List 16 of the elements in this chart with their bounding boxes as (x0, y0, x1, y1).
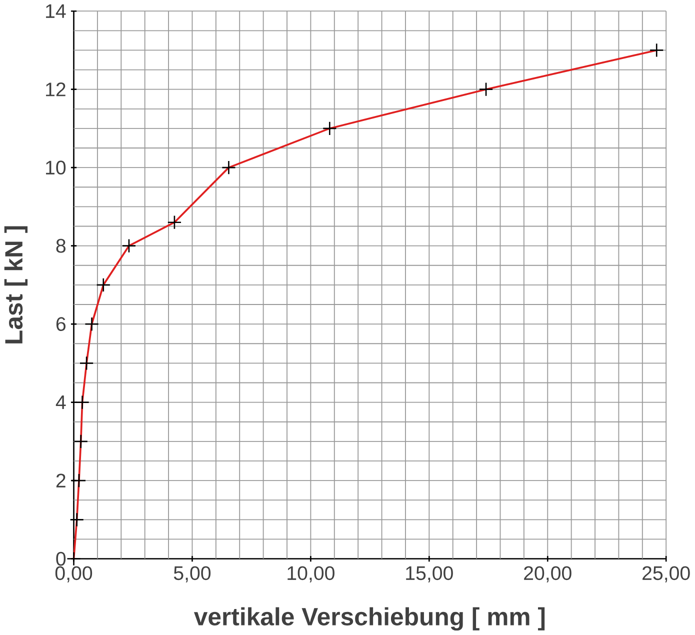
x-tick-label: 10,00 (288, 566, 334, 582)
y-tick-label: 8 (56, 238, 66, 253)
y-tick-label: 6 (56, 317, 66, 332)
y-axis-title: Last [ kN ] (4, 226, 28, 344)
x-tick-label: 0,00 (55, 566, 92, 582)
y-tick-label: 14 (46, 4, 66, 18)
x-tick-label: 15,00 (406, 566, 453, 582)
x-tick-label: 20,00 (524, 566, 572, 582)
y-tick-label: 0 (56, 552, 66, 566)
x-tick-label: 25,00 (642, 566, 690, 582)
y-tick-label: 10 (46, 160, 66, 175)
y-tick-label: 2 (56, 474, 66, 488)
y-tick-label: 12 (46, 82, 66, 96)
x-tick-label: 5,00 (174, 566, 211, 582)
y-tick-label: 4 (56, 396, 66, 410)
x-axis-title: vertikale Verschiebung [ mm ] (194, 607, 545, 631)
